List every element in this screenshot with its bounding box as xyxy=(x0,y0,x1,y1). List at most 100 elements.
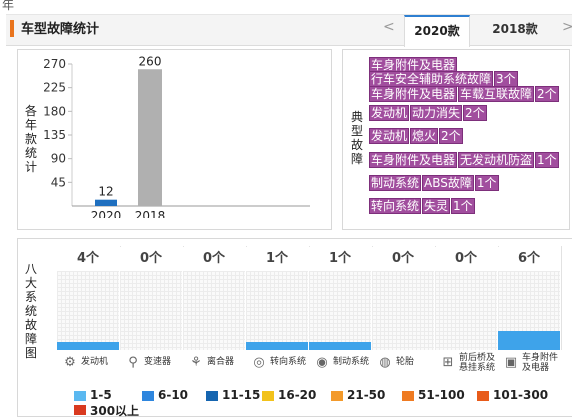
system-name: 前后桥及 悬挂系统 xyxy=(459,353,495,373)
fault-segment: ABS故障 xyxy=(422,175,474,191)
fault-segment: 2个 xyxy=(439,128,463,144)
system-count: 0个 xyxy=(435,247,497,272)
next-arrow-button[interactable]: > xyxy=(562,19,572,35)
legend-label: 51-100 xyxy=(418,388,465,402)
car-body-icon: ▣ xyxy=(504,355,518,370)
steering-wheel-icon: ◎ xyxy=(253,355,265,370)
systems-label-char: 系 xyxy=(24,290,37,304)
engine-icon: ⚙ xyxy=(64,355,76,370)
system-name: 发动机 xyxy=(81,357,109,367)
system-count: 4个 xyxy=(57,247,119,272)
y-tick-label: 225 xyxy=(43,81,66,95)
legend-label: 21-50 xyxy=(347,388,386,402)
system-fault-area xyxy=(57,271,119,350)
system-fault-bar[interactable] xyxy=(309,342,371,350)
top-fragment-text: 年 xyxy=(2,0,15,12)
fault-segment: 发动机 xyxy=(368,128,410,144)
bar-2018[interactable] xyxy=(138,69,162,206)
chart-ylabel-text: 各年款统计 xyxy=(24,104,38,174)
typical-label-char: 故 xyxy=(350,138,363,152)
fault-segment: 2个 xyxy=(463,105,487,121)
typical-faults-label: 典型故障 xyxy=(350,110,364,166)
fault-item[interactable]: 发动机 熄火 2个 xyxy=(368,128,463,144)
fault-segment: 3个 xyxy=(494,71,518,87)
typical-label-char: 障 xyxy=(350,152,363,166)
legend-label: 6-10 xyxy=(158,388,189,402)
system-fault-bar[interactable] xyxy=(246,342,308,350)
fault-item[interactable]: 车身附件及电器 车载互联故障 2个 xyxy=(368,86,559,102)
year-bar-chart: 270 225 180 135 90 45 12 2020 260 2018 xyxy=(43,56,310,218)
legend-swatch xyxy=(331,391,343,401)
typical-label-char: 型 xyxy=(350,124,363,138)
fault-item[interactable]: 车身附件及电器 无发动机防盗 1个 xyxy=(368,152,559,168)
prev-arrow-button[interactable]: < xyxy=(383,19,395,35)
fault-segment: 车身附件及电器 xyxy=(368,152,458,168)
typical-label-char: 典 xyxy=(350,110,363,124)
tire-icon: ◍ xyxy=(379,355,391,370)
fault-item[interactable]: 车身附件及电器 xyxy=(368,57,458,73)
legend-swatch xyxy=(477,391,489,401)
system-fault-area xyxy=(246,271,308,350)
fault-segment: 车身附件及电器 xyxy=(368,57,458,73)
system-fault-area xyxy=(183,271,245,350)
system-count: 1个 xyxy=(309,247,371,272)
system-count: 6个 xyxy=(498,247,560,272)
legend-swatch xyxy=(74,391,86,401)
y-tick-label: 45 xyxy=(51,175,66,189)
legend-swatch xyxy=(74,405,86,415)
y-tick-label: 270 xyxy=(43,57,66,71)
suspension-icon: ⊞ xyxy=(442,355,454,370)
fault-segment: 动力消失 xyxy=(410,105,463,121)
system-fault-area xyxy=(120,271,182,350)
tab-2020[interactable]: 2020款 xyxy=(404,15,470,47)
fault-segment: 无发动机防盗 xyxy=(458,152,535,168)
fault-item[interactable]: 制动系统 ABS故障 1个 xyxy=(368,175,499,191)
system-count: 0个 xyxy=(183,247,245,272)
y-tick-label: 135 xyxy=(43,128,66,142)
chart-ylabel-char: 年 xyxy=(24,118,37,132)
system-name: 制动系统 xyxy=(333,357,370,367)
system-name: 转向系统 xyxy=(270,357,307,367)
system-name-line: 悬挂系统 xyxy=(459,363,496,373)
fault-segment: 发动机 xyxy=(368,105,410,121)
bar-2020[interactable] xyxy=(95,199,117,206)
fault-segment: 转向系统 xyxy=(368,198,422,214)
x-category-label: 2018 xyxy=(135,209,166,218)
system-name: 轮胎 xyxy=(396,357,415,367)
system-name-line: 前后桥及 xyxy=(459,353,496,363)
tab-2018[interactable]: 2018款 xyxy=(492,22,538,36)
title-accent-bar xyxy=(10,20,14,37)
systems-label-char: 障 xyxy=(24,332,37,346)
chart-ylabel: 各年款统计 xyxy=(24,104,38,174)
fault-segment: 1个 xyxy=(535,152,559,168)
system-count: 0个 xyxy=(372,247,434,272)
y-tick-label: 180 xyxy=(43,104,66,118)
legend-swatch xyxy=(262,391,274,401)
systems-label-char: 图 xyxy=(24,346,37,360)
section-title: 车型故障统计 xyxy=(21,22,100,37)
system-fault-area xyxy=(372,271,434,350)
fault-item[interactable]: 行车安全辅助系统故障 3个 xyxy=(368,71,518,87)
systems-label-char: 故 xyxy=(24,318,37,332)
fault-segment: 熄火 xyxy=(410,128,439,144)
system-fault-bar[interactable] xyxy=(498,331,560,350)
brake-icon: ◉ xyxy=(316,355,328,370)
legend-swatch xyxy=(142,391,154,401)
legend-label: 16-20 xyxy=(278,388,317,402)
chart-ylabel-char: 计 xyxy=(24,160,37,174)
systems-label-text: 八大系统故障图 xyxy=(24,262,38,360)
systems-label-char: 大 xyxy=(24,276,37,290)
system-fault-bar[interactable] xyxy=(57,342,119,350)
chart-ylabel-char: 各 xyxy=(24,104,37,118)
section-header xyxy=(6,14,572,46)
system-count: 1个 xyxy=(246,247,308,272)
system-name-line: 及电器 xyxy=(522,363,550,373)
fault-item[interactable]: 转向系统 失灵 1个 xyxy=(368,198,475,214)
system-fault-area xyxy=(435,271,497,350)
fault-item[interactable]: 发动机 动力消失 2个 xyxy=(368,105,487,121)
system-name: 离合器 xyxy=(207,357,235,367)
system-name: 车身附件 及电器 xyxy=(522,353,558,373)
systems-label-char: 统 xyxy=(24,304,37,318)
system-column xyxy=(498,246,562,350)
fault-segment: 1个 xyxy=(451,198,475,214)
